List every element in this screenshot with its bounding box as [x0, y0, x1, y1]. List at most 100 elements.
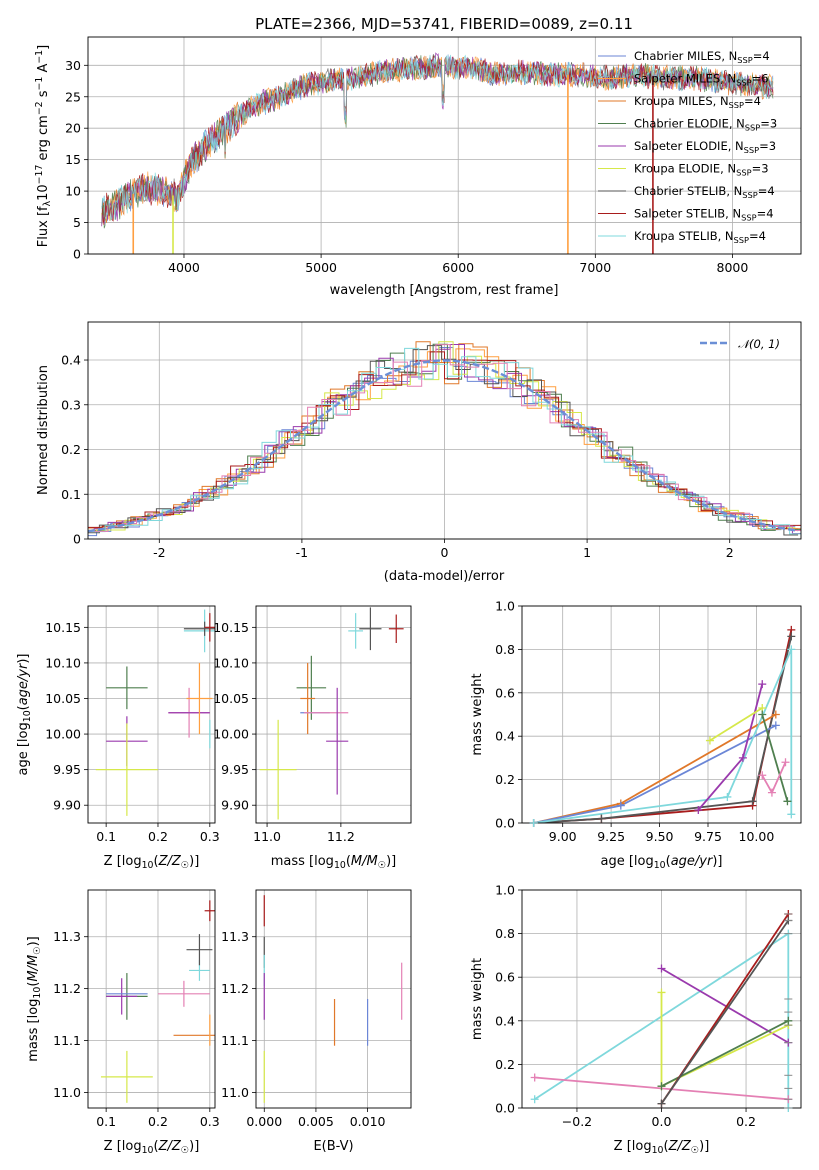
- weight-marker: [723, 792, 732, 801]
- residual-histogram-pink: [93, 344, 801, 532]
- x-tick-label: 0.2: [736, 1114, 756, 1129]
- weight-marker: [748, 797, 757, 806]
- y-tick-label: 9.95: [53, 762, 81, 777]
- z-age-axes-xlabel: Z [log10(Z/Z☉)]: [104, 854, 200, 871]
- z-mass-axes-plot-area: [100, 900, 215, 1103]
- legend-label: Chabrier ELODIE, NSSP=3: [634, 117, 777, 133]
- x-tick-label: 11.0: [253, 829, 281, 844]
- spectrum-series-kroupa_stelib: [101, 54, 774, 221]
- ebv-mass-axes: 0.000 0.005 0.010 11.0 11.1 11.2 11.3: [221, 889, 412, 1129]
- x-tick-label: 11.2: [327, 829, 355, 844]
- x-tick-label: 4000: [168, 260, 200, 275]
- weight-marker: [784, 1016, 793, 1025]
- y-tick-label: 20: [65, 121, 81, 136]
- x-tick-label: 0.0: [652, 1114, 672, 1129]
- weight-marker: [616, 801, 625, 810]
- x-tick-label: 0.1: [96, 829, 116, 844]
- y-tick-label: 0.8: [495, 926, 515, 941]
- x-tick-label: 9.75: [694, 829, 722, 844]
- y-tick-label: 10: [65, 184, 81, 199]
- x-tick-label: 9.00: [549, 829, 577, 844]
- z-age-axes: 0.1 0.2 0.3 9.90 9.95 10.00 10.05 10.10 10.15: [45, 605, 220, 844]
- legend-label: Kroupa MILES, NSSP=4: [634, 94, 761, 110]
- age-weight-axes-frame: [521, 605, 802, 824]
- legend-label: Kroupa STELIB, NSSP=4: [634, 229, 766, 245]
- weight-marker: [771, 710, 780, 719]
- weight-marker: [767, 788, 776, 797]
- y-tick-label: 0.3: [61, 397, 81, 412]
- z-age-axes-plot-area: [95, 609, 215, 816]
- y-tick-label: 10.00: [213, 727, 249, 742]
- ebv-mass-axes-plot-area: [263, 895, 403, 1103]
- y-tick-label: 5: [73, 215, 81, 230]
- y-tick-label: 15: [65, 152, 81, 167]
- mass-age-axes-plot-area: [259, 607, 404, 820]
- weight-marker: [657, 964, 666, 973]
- residual-histogram-kroupa_stelib: [90, 347, 801, 535]
- spectrum-title: PLATE=2366, MJD=53741, FIBERID=0089, z=0…: [255, 15, 633, 33]
- spectrum-axes: 4000 5000 6000 7000 8000 0 5 10 15 20 25 30: [65, 36, 802, 275]
- y-tick-label: 11.3: [221, 929, 249, 944]
- z-mass-axes-ylabel: mass [log10(M/M☉)]: [26, 936, 43, 1062]
- x-tick-label: 0.3: [200, 829, 220, 844]
- y-tick-label: 11.2: [53, 981, 81, 996]
- y-tick-label: 10.05: [45, 691, 81, 706]
- z-mass-axes: 0.1 0.2 0.3 11.0 11.1 11.2 11.3: [53, 889, 220, 1129]
- y-tick-label: 11.1: [53, 1033, 81, 1048]
- weight-line: [661, 1020, 789, 1087]
- weight-marker: [705, 736, 714, 745]
- y-tick-label: 0.4: [61, 353, 81, 368]
- weight-marker: [758, 710, 767, 719]
- weight-marker: [771, 721, 780, 730]
- y-tick-label: 1.0: [495, 883, 515, 898]
- age-weight-axes-xlabel: age [log10(age/yr)]: [600, 854, 722, 871]
- normal-curve: [88, 359, 799, 533]
- y-tick-label: 0.2: [495, 772, 515, 787]
- y-tick-label: 9.90: [221, 798, 249, 813]
- x-tick-label: 6000: [442, 260, 474, 275]
- weight-marker: [758, 680, 767, 689]
- weight-marker: [657, 1099, 666, 1108]
- y-tick-label: 0.6: [495, 970, 515, 985]
- z-age-axes-ylabel: age [log10(age/yr)]: [16, 653, 33, 775]
- age-weight-axes: 9.00 9.25 9.50 9.75 10.00 0.0 0.2 0.4 0.6 0.8 1.0: [495, 599, 802, 844]
- y-tick-label: 10.15: [45, 620, 81, 635]
- z-weight-axes: −0.2 0.0 0.2 0.0 0.2 0.4 0.6 0.8 1.0: [495, 883, 802, 1129]
- age-weight-axes-ylabel: mass weight: [470, 673, 485, 755]
- legend-label: 𝒩(0, 1): [738, 337, 780, 351]
- y-tick-label: 0.4: [495, 729, 515, 744]
- z-weight-axes-ylabel: mass weight: [470, 958, 485, 1040]
- spectrum-legend: Chabrier MILES, NSSP=4 Salpeter MILES, NS…: [598, 49, 777, 245]
- y-tick-label: 25: [65, 89, 81, 104]
- x-tick-label: 9.50: [646, 829, 674, 844]
- weight-marker: [783, 797, 792, 806]
- y-tick-label: 10.15: [213, 620, 249, 635]
- legend-label: Chabrier MILES, NSSP=4: [634, 49, 770, 65]
- x-tick-label: 0.2: [148, 1114, 168, 1129]
- spectrum-ylabel: Flux [fλ10−17 erg cm−2 s−1 A−1]: [34, 45, 53, 247]
- x-tick-label: 7000: [579, 260, 611, 275]
- weight-line: [660, 919, 790, 1105]
- mass-age-axes: 11.0 11.2 9.90 9.95 10.00 10.05 10.10 10.15: [213, 605, 412, 844]
- ebv-mass-axes-frame: [255, 889, 412, 1109]
- y-tick-label: 10.10: [45, 655, 81, 670]
- y-tick-label: 0.2: [495, 1057, 515, 1072]
- y-tick-label: 0.0: [495, 816, 515, 831]
- residual-histogram-salpeter_elodie: [93, 344, 801, 534]
- y-tick-label: 9.95: [221, 762, 249, 777]
- x-tick-label: 0.1: [96, 1114, 116, 1129]
- spectrum-xlabel: wavelength [Angstrom, rest frame]: [330, 283, 559, 298]
- y-tick-label: 30: [65, 58, 81, 73]
- x-tick-label: 0.010: [350, 1114, 386, 1129]
- weight-line: [709, 707, 763, 742]
- y-tick-label: 11.3: [53, 929, 81, 944]
- x-tick-label: 8000: [717, 260, 749, 275]
- residual-ylabel: Normed distribution: [36, 365, 51, 495]
- y-tick-label: 10.05: [213, 691, 249, 706]
- y-tick-label: 10.10: [213, 655, 249, 670]
- weight-marker: [530, 1095, 539, 1104]
- weight-marker: [787, 645, 796, 654]
- x-tick-label: 0.2: [148, 829, 168, 844]
- x-tick-label: 10.00: [739, 829, 775, 844]
